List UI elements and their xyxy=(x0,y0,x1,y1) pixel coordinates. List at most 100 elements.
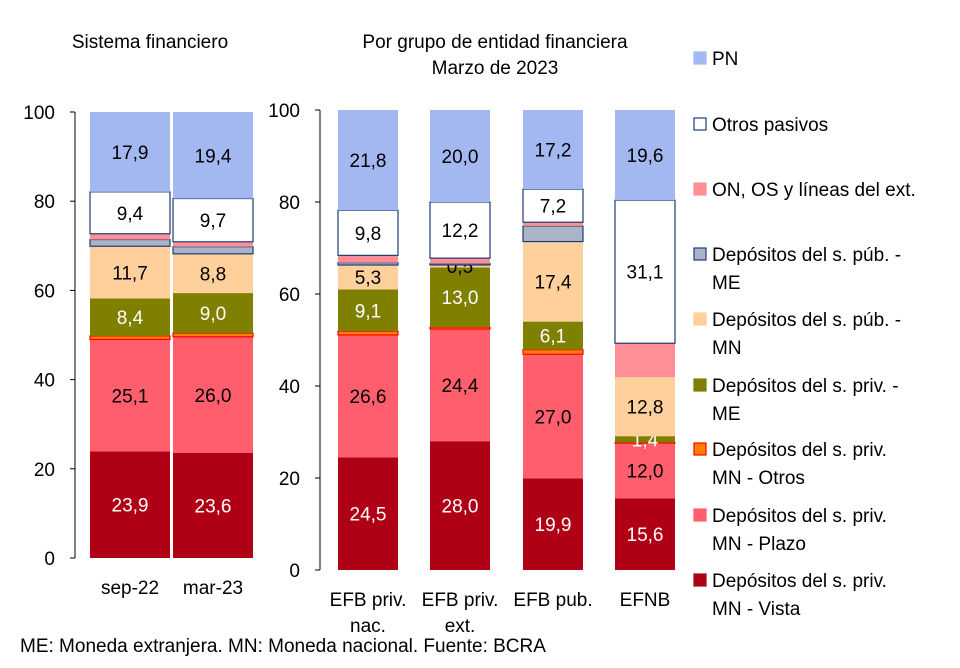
bar-segment xyxy=(337,209,399,256)
data-label: 12,0 xyxy=(627,462,664,483)
x-tick-label: EFNB xyxy=(620,590,671,611)
y-tick-label: 0 xyxy=(44,549,55,570)
legend-label: PN xyxy=(712,49,738,70)
legend-swatch xyxy=(693,573,707,587)
data-label: 24,4 xyxy=(442,376,479,397)
bar-segment xyxy=(173,336,253,453)
legend-swatch xyxy=(693,378,707,392)
legend-swatch xyxy=(693,51,707,65)
bar-segment xyxy=(615,343,675,378)
legend-label: Depósitos del s. priv. xyxy=(712,571,887,592)
legend-label: Otros pasivos xyxy=(712,115,828,136)
data-label: 26,0 xyxy=(195,386,232,407)
bar-segment xyxy=(173,253,253,294)
data-label: 28,0 xyxy=(442,497,479,518)
bar-segment xyxy=(523,241,583,322)
legend-label: MN - Vista xyxy=(712,599,801,620)
bar-segment xyxy=(338,457,398,570)
legend-swatch xyxy=(693,247,707,261)
bar-segment xyxy=(523,110,583,190)
legend-item: Depósitos del s. púb. - MN xyxy=(693,310,901,359)
legend-swatch xyxy=(693,442,707,456)
legend-item: Otros pasivos xyxy=(693,115,828,136)
data-label: 26,6 xyxy=(350,387,387,408)
bar-segment xyxy=(173,241,253,247)
y-tick-label: 20 xyxy=(279,469,300,490)
data-label: 9,0 xyxy=(200,304,226,325)
legend-label: ME xyxy=(712,273,741,294)
bar-segment xyxy=(338,289,398,332)
x-tick-label: EFB priv. xyxy=(422,590,499,611)
legend-swatch xyxy=(693,312,707,326)
data-label: 31,1 xyxy=(627,263,664,284)
x-tick-label: nac. xyxy=(350,616,386,637)
legend-item: PN xyxy=(693,49,738,70)
bar-segment xyxy=(172,332,254,338)
bar-segment xyxy=(173,293,253,334)
bar-segment xyxy=(430,441,490,570)
data-label: 8,4 xyxy=(117,308,144,329)
x-tick-label: sep-22 xyxy=(101,578,159,599)
bar-segment xyxy=(172,246,254,255)
bar-segment xyxy=(338,255,398,263)
data-label: 5,3 xyxy=(355,268,381,289)
data-label: 23,9 xyxy=(112,496,149,517)
footnote: ME: Moneda extranjera. MN: Moneda nacion… xyxy=(20,636,546,657)
bar-segment xyxy=(429,201,491,259)
legend-label: Depósitos del s. priv. xyxy=(712,506,887,527)
x-tick-label: EFB priv. xyxy=(330,590,407,611)
y-tick-label: 80 xyxy=(279,193,300,214)
legend-label: MN - Otros xyxy=(712,468,805,489)
legend-label: Depósitos del s. priv. xyxy=(712,440,887,461)
legend-label: Depósitos del s. púb. - xyxy=(712,310,901,331)
data-label: 21,8 xyxy=(350,151,387,172)
y-tick-label: 100 xyxy=(268,101,300,122)
legend-label: MN - Plazo xyxy=(712,534,806,555)
chart-subtitle-right: Marzo de 2023 xyxy=(432,58,559,79)
y-tick-label: 20 xyxy=(34,460,55,481)
legend-item: Depósitos del s. púb. - ME xyxy=(693,245,901,294)
bar-segment xyxy=(338,265,398,290)
data-label: 17,9 xyxy=(112,143,149,164)
bar-segment xyxy=(173,112,253,199)
x-tick-label: EFB pub. xyxy=(513,590,592,611)
chart-title-left: Sistema financiero xyxy=(72,32,228,53)
bar-segment xyxy=(338,334,398,458)
legend-item: Depósitos del s. priv. MN - Vista xyxy=(693,571,887,620)
bar-segment xyxy=(522,225,584,243)
bar-segment xyxy=(90,233,170,240)
bar-segment xyxy=(89,335,171,341)
data-label: 19,4 xyxy=(195,146,232,167)
legend-label: MN xyxy=(712,338,742,359)
y-tick-label: 60 xyxy=(279,285,300,306)
bar-segment xyxy=(615,443,675,499)
data-label: 9,4 xyxy=(117,204,144,225)
plot-0: 0 20 40 60 80 100 23,9 25,1 8,4 11,7 9,4 17,9 sep-22… xyxy=(23,103,254,599)
bar-segment xyxy=(173,452,253,558)
bar-segment xyxy=(615,110,675,201)
data-label: 19,9 xyxy=(535,515,572,536)
bar-segment xyxy=(430,267,490,328)
bar-segment xyxy=(614,199,676,344)
bar-segment xyxy=(338,110,398,211)
legend-item: Depósitos del s. priv. MN - Plazo xyxy=(693,506,887,555)
data-label: 12,2 xyxy=(442,221,479,242)
plot-1: 0 20 40 60 80 100 24,5 26,6 9,1 5,3 9,8 21,8 EFB pri… xyxy=(268,101,676,637)
bar-segment xyxy=(523,354,583,479)
y-tick-label: 40 xyxy=(34,371,55,392)
y-tick-label: 40 xyxy=(279,377,300,398)
data-label: 11,7 xyxy=(112,263,148,284)
data-label: 12,8 xyxy=(627,398,664,419)
legend-label: ON, OS y líneas del ext. xyxy=(712,180,916,201)
x-tick-label: ext. xyxy=(445,616,476,637)
bar-segment xyxy=(90,246,170,299)
bar-segment xyxy=(337,262,399,266)
bar-segment xyxy=(90,112,170,192)
bar-segment xyxy=(429,263,491,266)
bar-segment xyxy=(89,238,171,247)
bar-segment xyxy=(523,478,583,570)
bar-segment xyxy=(337,330,399,336)
bar-segment xyxy=(430,258,490,264)
data-label: 24,5 xyxy=(350,505,387,526)
